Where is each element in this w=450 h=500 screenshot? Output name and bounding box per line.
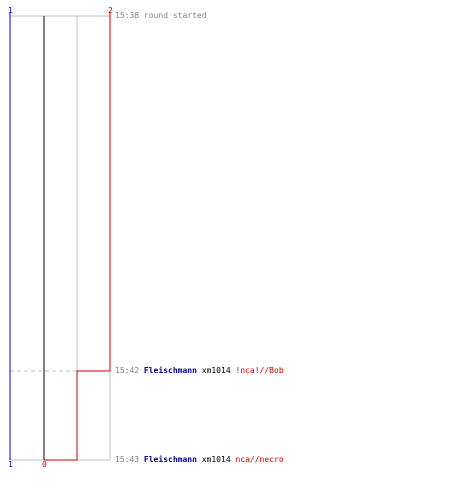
- red-bottom-label: 0: [42, 460, 47, 469]
- event-weapon: xm1014: [201, 455, 231, 464]
- blue-bottom-label: 1: [8, 460, 13, 469]
- blue-top-label: 1: [8, 6, 13, 15]
- event-row-kill-1: 15:42 Fleischmann xm1014 !nca!//Bob: [115, 366, 284, 376]
- event-time: 15:42: [115, 366, 140, 375]
- event-target: nca//necro: [235, 455, 284, 464]
- event-player: Fleischmann: [143, 455, 197, 464]
- event-row-round-start: 15:38 round started: [115, 11, 207, 21]
- event-time: 15:43: [115, 455, 140, 464]
- event-time: 15:38: [115, 11, 140, 20]
- event-row-kill-2: 15:43 Fleischmann xm1014 nca//necro: [115, 455, 284, 465]
- event-weapon: xm1014: [201, 366, 231, 375]
- red-step-line: [44, 12, 111, 461]
- event-target: !nca!//Bob: [235, 366, 284, 375]
- event-player: Fleischmann: [143, 366, 197, 375]
- event-message: round started: [143, 11, 207, 20]
- red-top-label: 2: [108, 6, 113, 15]
